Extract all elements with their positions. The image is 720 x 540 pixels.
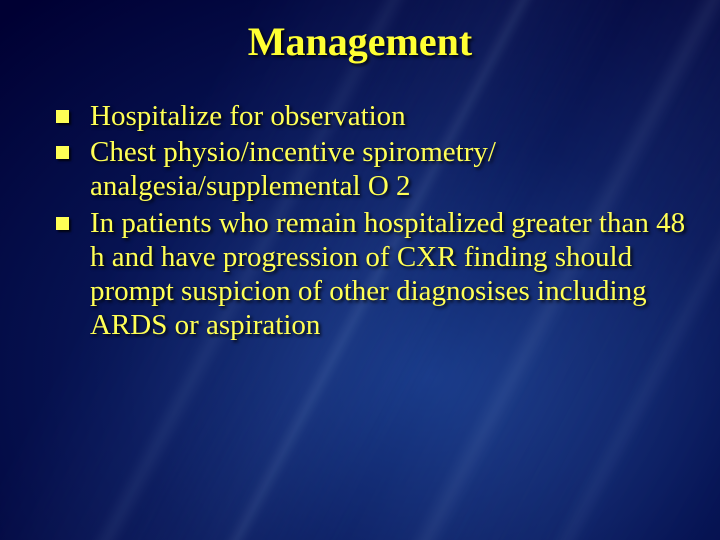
slide: Management Hospitalize for observation Ch… — [0, 0, 720, 540]
bullet-text: Hospitalize for observation — [90, 100, 406, 132]
bullet-icon — [56, 110, 69, 123]
bullet-text: In patients who remain hospitalized grea… — [90, 207, 685, 342]
bullet-item: Chest physio/incentive spirometry/ analg… — [56, 135, 690, 203]
bullet-icon — [56, 146, 69, 159]
slide-title: Management — [30, 18, 690, 65]
bullet-text: Chest physio/incentive spirometry/ analg… — [90, 136, 496, 202]
bullet-list: Hospitalize for observation Chest physio/… — [30, 99, 690, 343]
bullet-item: Hospitalize for observation — [56, 99, 690, 133]
bullet-icon — [56, 217, 69, 230]
bullet-item: In patients who remain hospitalized grea… — [56, 206, 690, 343]
